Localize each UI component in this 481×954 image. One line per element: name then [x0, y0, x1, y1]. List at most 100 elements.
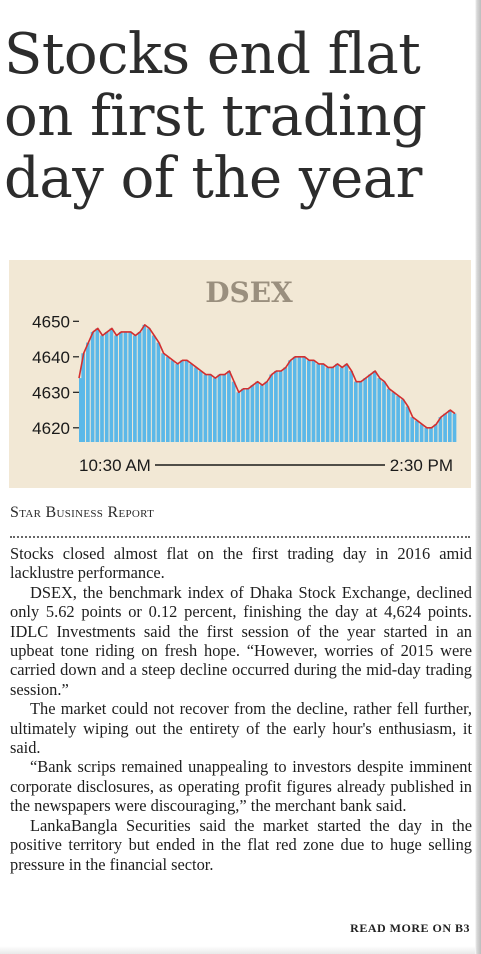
chart-area-bar	[377, 378, 382, 442]
paragraph: The market could not recover from the de…	[10, 699, 472, 758]
chart-area-bar	[302, 356, 306, 442]
chart-area-bar	[151, 335, 156, 442]
chart-area-bar	[114, 335, 118, 442]
paragraph: “Bank scrips remained unappealing to inv…	[10, 757, 472, 816]
chart-area-bar	[335, 363, 339, 442]
x-axis-start-label: 10:30 AM	[79, 456, 151, 475]
chart-area-bar	[222, 374, 227, 442]
chart-area-bar	[81, 353, 86, 442]
dsex-chart: DSEX 4620 4630 4640 4650 10:30 AM 2:30 PM	[9, 260, 471, 488]
chart-area-bar	[142, 324, 147, 442]
chart-area-bar	[292, 356, 297, 442]
chart-area-bar	[184, 360, 189, 442]
chart-area-bar	[264, 381, 269, 442]
chart-area-bar	[161, 353, 165, 442]
y-axis-tick-label: 4620	[32, 419, 70, 438]
chart-area-bar	[410, 417, 415, 442]
chart-area-bar	[433, 424, 438, 442]
chart-area-bar	[118, 331, 123, 442]
article-body: Stocks closed almost flat on the first t…	[10, 544, 472, 874]
chart-area-bar	[175, 363, 180, 442]
chart-area-bar	[123, 331, 128, 442]
chart-area-bar	[274, 371, 278, 442]
chart-area-bar	[212, 378, 217, 442]
chart-title: DSEX	[205, 276, 293, 309]
chart-area-bar	[311, 360, 316, 442]
byline: Star Business Report	[10, 504, 155, 521]
chart-area-bar	[194, 367, 198, 442]
chart-area-bar	[259, 385, 264, 442]
chart-area-bar	[363, 378, 368, 442]
page-bottom-edge	[0, 946, 475, 954]
chart-area-bar	[133, 335, 137, 442]
chart-area-bar	[208, 374, 212, 442]
chart-area-bar	[443, 413, 447, 442]
chart-area-bar	[79, 378, 83, 442]
chart-area-bar	[316, 363, 321, 442]
chart-area-bar	[447, 410, 452, 442]
chart-area-bar	[400, 399, 405, 442]
dsex-chart-svg: DSEX 4620 4630 4640 4650 10:30 AM 2:30 PM	[32, 276, 457, 475]
chart-area-bar	[156, 342, 161, 442]
chart-area-bar	[100, 335, 104, 442]
chart-area-bar	[396, 395, 400, 442]
chart-area-bar	[344, 363, 349, 442]
chart-plot-area	[78, 324, 457, 442]
chart-area-bar	[137, 331, 142, 442]
chart-area-bar	[90, 331, 95, 442]
chart-area-bar	[255, 381, 259, 442]
chart-area-bar	[306, 360, 311, 442]
paragraph: Stocks closed almost flat on the first t…	[10, 544, 472, 583]
chart-area-bar	[339, 367, 344, 442]
y-axis-tick-label: 4640	[32, 348, 70, 367]
chart-area-bar	[424, 427, 429, 442]
chart-area-bar	[349, 371, 353, 442]
chart-area-bar	[419, 424, 424, 442]
chart-area-bar	[104, 331, 109, 442]
chart-y-axis: 4620 4630 4640 4650	[32, 312, 79, 438]
headline: Stocks end flat on first trading day of …	[4, 22, 427, 211]
chart-area-bar	[368, 374, 372, 442]
chart-area-bar	[325, 367, 330, 442]
paragraph: DSEX, the benchmark index of Dhaka Stock…	[10, 582, 472, 699]
y-axis-tick-label: 4650	[32, 312, 70, 331]
chart-area-bar	[180, 360, 184, 442]
chart-area-bar	[250, 385, 255, 442]
read-more-link[interactable]: READ MORE ON B3	[350, 921, 470, 935]
chart-area-bar	[438, 417, 443, 442]
chart-area-bar	[95, 328, 100, 442]
chart-area-bar	[231, 381, 236, 442]
chart-area-bar	[386, 388, 391, 442]
chart-area-bar	[269, 374, 274, 442]
chart-area-bar	[227, 371, 231, 442]
chart-area-bar	[241, 388, 245, 442]
chart-area-bar	[358, 381, 363, 442]
chart-area-bar	[147, 328, 151, 442]
y-axis-tick-label: 4630	[32, 383, 70, 402]
chart-area-bar	[283, 367, 288, 442]
chart-area-bar	[217, 374, 222, 442]
chart-area-bar	[372, 371, 377, 442]
chart-area-bar	[189, 363, 194, 442]
paragraph: LankaBangla Securities said the market s…	[10, 815, 472, 874]
chart-area-bar	[321, 363, 325, 442]
x-axis-end-label: 2:30 PM	[390, 456, 453, 475]
chart-area-bar	[415, 420, 419, 442]
chart-area-bar	[288, 360, 292, 442]
chart-area-bar	[203, 374, 208, 442]
chart-area-bar	[109, 328, 114, 442]
chart-area-bar	[236, 392, 241, 442]
chart-area-bar	[86, 342, 90, 442]
byline-divider	[10, 536, 470, 538]
chart-area-bar	[353, 381, 358, 442]
chart-series-line	[78, 324, 456, 429]
chart-area-bar	[165, 356, 170, 442]
chart-area-bar	[128, 331, 133, 442]
chart-area-bar	[198, 371, 203, 442]
chart-area-bar	[405, 406, 410, 442]
chart-area-bar	[391, 392, 396, 442]
chart-area-bar	[429, 427, 433, 442]
page-gutter-shadow	[475, 0, 481, 954]
chart-area-bar	[330, 367, 335, 442]
chart-area-bar	[452, 413, 457, 442]
